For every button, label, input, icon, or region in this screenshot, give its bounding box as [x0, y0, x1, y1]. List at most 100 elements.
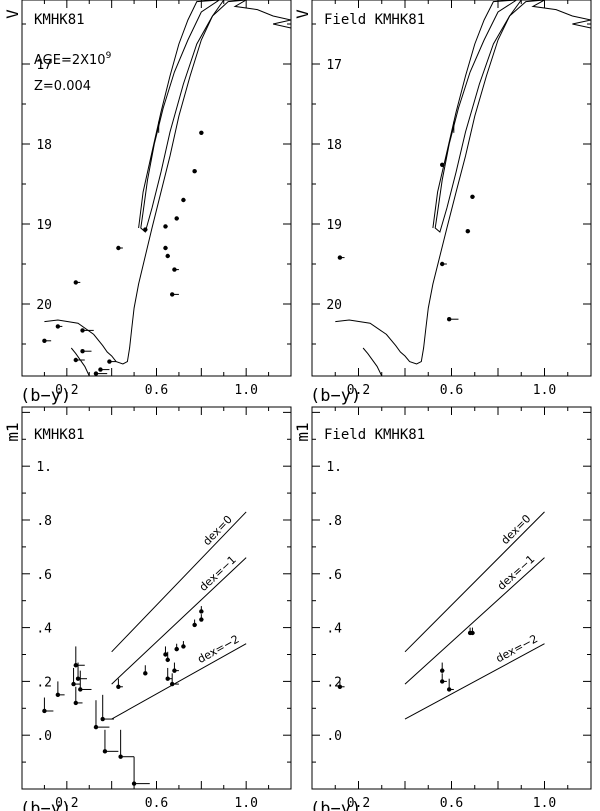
plot-area: [42, 0, 291, 376]
y-axis-label: m1: [3, 422, 22, 441]
data-point: [93, 724, 99, 730]
annotation-metallicity: Z=0.004: [34, 79, 91, 94]
data-point: [192, 169, 197, 174]
x-tick-label: 0.2: [347, 796, 370, 811]
y-tick-label: 19: [36, 218, 52, 233]
x-axis-label: (b−y): [310, 386, 361, 406]
plot-area: [337, 511, 545, 720]
metallicity-line-label: dex=0: [200, 513, 235, 548]
data-point: [73, 700, 79, 706]
x-axis-label: (b−y): [20, 799, 71, 811]
metallicity-line: [404, 557, 545, 685]
data-point: [73, 357, 79, 363]
x-tick-label: 0.2: [55, 796, 78, 811]
panel-title: Field KMHK81: [324, 427, 425, 443]
isochrone-giant-branch: [432, 0, 591, 233]
data-point: [165, 253, 170, 259]
data-point: [163, 224, 168, 229]
data-point: [78, 687, 83, 692]
data-point: [181, 197, 186, 203]
data-point: [42, 338, 47, 343]
data-point: [100, 716, 105, 722]
panel-title: Field KMHK81: [324, 12, 425, 28]
data-point: [42, 708, 47, 714]
data-point: [165, 676, 170, 681]
data-point: [337, 684, 343, 689]
data-point: [440, 162, 445, 167]
data-point: [446, 687, 452, 692]
data-point: [93, 371, 99, 376]
metallicity-line-label: dex=−1: [197, 553, 239, 594]
data-point: [337, 255, 343, 260]
data-point: [73, 663, 79, 668]
isochrone-main-sequence: [335, 0, 522, 365]
data-point: [172, 668, 177, 673]
x-tick-label: 0.6: [145, 383, 168, 398]
x-tick-label: 0.2: [55, 383, 78, 398]
x-tick-label: 0.2: [347, 383, 370, 398]
metallicity-line: [111, 557, 247, 685]
y-axis-label: V: [293, 9, 312, 19]
isochrone-tail: [362, 347, 383, 376]
y-tick-label: .4: [326, 622, 342, 637]
data-point: [102, 749, 108, 754]
data-point: [165, 657, 170, 663]
x-tick-label: 1.0: [234, 383, 257, 398]
panel-title: KMHK81: [34, 12, 85, 28]
panel-m1-cluster: 0.2 0.6 1.0 .0 .2 .4 .6 .8 1. (b−y) m1 KMHK81 dex=0 d…: [3, 406, 292, 811]
data-point: [470, 630, 475, 636]
data-point: [107, 359, 112, 364]
data-point: [163, 652, 168, 657]
data-point: [169, 292, 175, 297]
y-tick-label: 19: [326, 218, 342, 233]
x-axis-label: (b−y): [310, 799, 361, 811]
y-tick-label: .0: [326, 729, 342, 744]
x-tick-label: 0.6: [145, 796, 168, 811]
y-tick-label: 17: [36, 58, 52, 73]
data-point: [181, 644, 186, 649]
isochrone-tail: [70, 347, 90, 376]
metallicity-line-label: dex=−2: [195, 632, 241, 666]
data-point: [199, 609, 204, 614]
panel-cmd-field: 0.2 0.6 1.0 17 18 19 20 (b−y) V Field KMHK81: [293, 0, 592, 406]
data-point: [465, 229, 470, 234]
metallicity-line: [404, 643, 545, 720]
metallicity-line: [404, 511, 545, 653]
data-point: [98, 367, 103, 372]
y-tick-label: .8: [326, 514, 342, 529]
x-tick-label: 1.0: [234, 796, 257, 811]
y-tick-label: 17: [326, 58, 342, 73]
data-point: [172, 267, 177, 272]
data-point: [440, 261, 445, 267]
x-tick-label: 1.0: [533, 383, 556, 398]
data-point: [143, 671, 148, 676]
data-point: [118, 754, 123, 759]
data-point: [470, 194, 475, 199]
panel-cmd-cluster: 0.2 0.6 1.0 17 18 19 20 (b−y) V KMHK81 AGE=2X109 Z=…: [3, 0, 292, 406]
metallicity-line-label: dex=−1: [495, 553, 537, 593]
x-axis-label: (b−y): [20, 386, 71, 406]
data-point: [55, 692, 61, 698]
data-point: [163, 245, 168, 251]
plot-area: [335, 0, 591, 376]
metallicity-line-label: dex=−2: [494, 632, 540, 665]
metallicity-line-label: dex=0: [499, 512, 534, 547]
metallicity-line: [111, 511, 247, 653]
y-tick-label: 20: [36, 298, 52, 313]
data-point: [75, 676, 81, 681]
isochrone-giant-branch: [138, 0, 291, 233]
data-point: [440, 679, 445, 684]
data-point: [174, 216, 179, 221]
panel-title: KMHK81: [34, 427, 85, 443]
data-point: [446, 317, 452, 322]
data-point: [71, 681, 76, 687]
data-point: [192, 622, 197, 628]
annotation-age: AGE=2X109: [34, 51, 112, 68]
x-tick-label: 0.6: [440, 383, 463, 398]
x-tick-label: 0.6: [440, 796, 463, 811]
plot-frame: [311, 406, 592, 790]
data-point: [73, 280, 79, 285]
y-tick-label: 18: [36, 138, 52, 153]
data-point: [55, 324, 61, 329]
y-tick-label: 20: [326, 298, 342, 313]
